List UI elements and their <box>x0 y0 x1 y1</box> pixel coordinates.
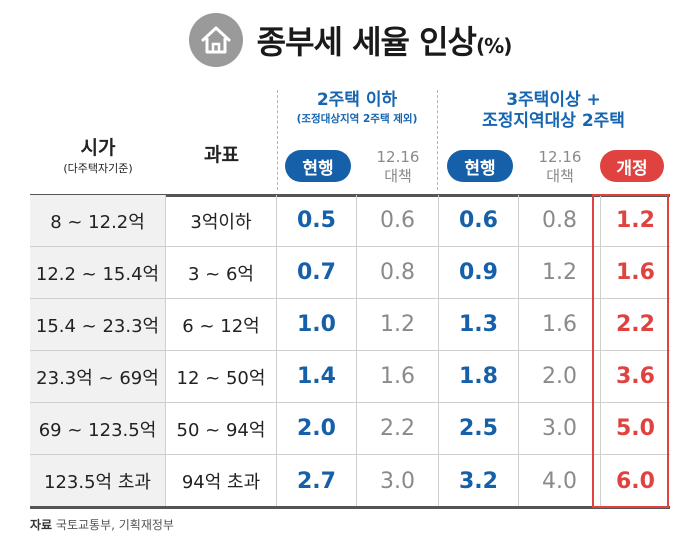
g1-plan-cell: 1.6 <box>357 351 439 403</box>
g2-plan-cell: 0.8 <box>519 195 601 247</box>
g2-current-cell: 3.2 <box>439 455 519 507</box>
table-top-rule <box>30 194 670 197</box>
revised-cell: 1.2 <box>601 195 670 247</box>
table-row: 8 ~ 12.2억 3억이하 0.5 0.6 0.6 0.8 1.2 <box>30 195 670 247</box>
g2-current-cell: 2.5 <box>439 403 519 455</box>
table-row: 15.4 ~ 23.3억 6 ~ 12억 1.0 1.2 1.3 1.6 2.2 <box>30 299 670 351</box>
revised-cell: 5.0 <box>601 403 670 455</box>
revised-cell: 6.0 <box>616 468 655 494</box>
source-note: 자료 국토교통부, 기획재정부 <box>30 518 174 532</box>
plan-label: 12.16 대책 <box>538 148 582 185</box>
g1-current-cell: 0.5 <box>277 195 357 247</box>
revised-cell: 1.6 <box>601 247 670 299</box>
table-row: 123.5억 초과 94억 초과 2.7 3.0 3.2 4.0 6.0 <box>30 455 670 507</box>
g1-current-cell: 2.0 <box>277 403 357 455</box>
g1-plan-cell: 0.6 <box>357 195 439 247</box>
table-bottom-rule <box>30 506 670 509</box>
price-cell: 123.5억 초과 <box>30 455 166 507</box>
table-row: 69 ~ 123.5억 50 ~ 94억 2.0 2.2 2.5 3.0 5.0 <box>30 403 670 455</box>
g2-plan-cell: 4.0 <box>519 455 601 507</box>
base-cell: 6 ~ 12억 <box>166 299 277 351</box>
price-cell: 15.4 ~ 23.3억 <box>30 299 166 351</box>
header-divider <box>437 90 438 190</box>
title-bar: 종부세 세율 인상(%) <box>0 0 700 80</box>
header-price: 시가 (다주택자기준) <box>63 137 133 175</box>
base-cell: 50 ~ 94억 <box>166 403 277 455</box>
base-cell: 12 ~ 50억 <box>166 351 277 403</box>
g1-plan-cell: 1.2 <box>357 299 439 351</box>
current-label: 현행 <box>285 150 351 182</box>
g1-current-cell: 1.0 <box>277 299 357 351</box>
header-tax-base: 과표 <box>204 144 239 166</box>
house-icon <box>188 13 243 67</box>
g2-current-cell: 1.8 <box>439 351 519 403</box>
g1-plan-cell: 2.2 <box>357 403 439 455</box>
revised-label: 개정 <box>600 150 664 182</box>
group1-header: 2주택 이하 (조정대상지역 2주택 제외) <box>296 90 418 125</box>
g2-plan-cell: 1.6 <box>519 299 601 351</box>
g2-plan-cell: 3.0 <box>519 403 601 455</box>
g2-current-cell: 1.3 <box>439 299 519 351</box>
revised-cell: 2.2 <box>601 299 670 351</box>
price-cell: 8 ~ 12.2억 <box>30 195 166 247</box>
table-row: 12.2 ~ 15.4억 3 ~ 6억 0.7 0.8 0.9 1.2 1.6 <box>30 247 670 299</box>
base-cell: 94억 초과 <box>166 455 277 507</box>
current-label: 현행 <box>447 150 513 182</box>
g2-current-cell: 0.9 <box>439 247 519 299</box>
price-cell: 12.2 ~ 15.4억 <box>30 247 166 299</box>
price-cell: 69 ~ 123.5억 <box>30 403 166 455</box>
base-cell: 3 ~ 6억 <box>166 247 277 299</box>
g2-plan-cell: 2.0 <box>519 351 601 403</box>
table-row: 23.3억 ~ 69억 12 ~ 50억 1.4 1.6 1.8 2.0 3.6 <box>30 351 670 403</box>
group2-header: 3주택이상 + 조정지역대상 2주택 <box>482 90 625 131</box>
g1-current-cell: 1.4 <box>277 351 357 403</box>
g1-current-cell: 0.7 <box>277 247 357 299</box>
price-cell: 23.3억 ~ 69억 <box>30 351 166 403</box>
revised-cell: 3.6 <box>601 351 670 403</box>
page-title: 종부세 세율 인상(%) <box>256 23 513 61</box>
g1-current-cell: 2.7 <box>277 455 357 507</box>
g1-plan-cell: 0.8 <box>357 247 439 299</box>
g2-current-cell: 0.6 <box>439 195 519 247</box>
g2-plan-cell: 1.2 <box>519 247 601 299</box>
g1-plan-cell: 3.0 <box>357 455 439 507</box>
plan-label: 12.16 대책 <box>376 148 420 185</box>
base-cell: 3억이하 <box>166 195 277 247</box>
header-divider <box>277 90 278 190</box>
